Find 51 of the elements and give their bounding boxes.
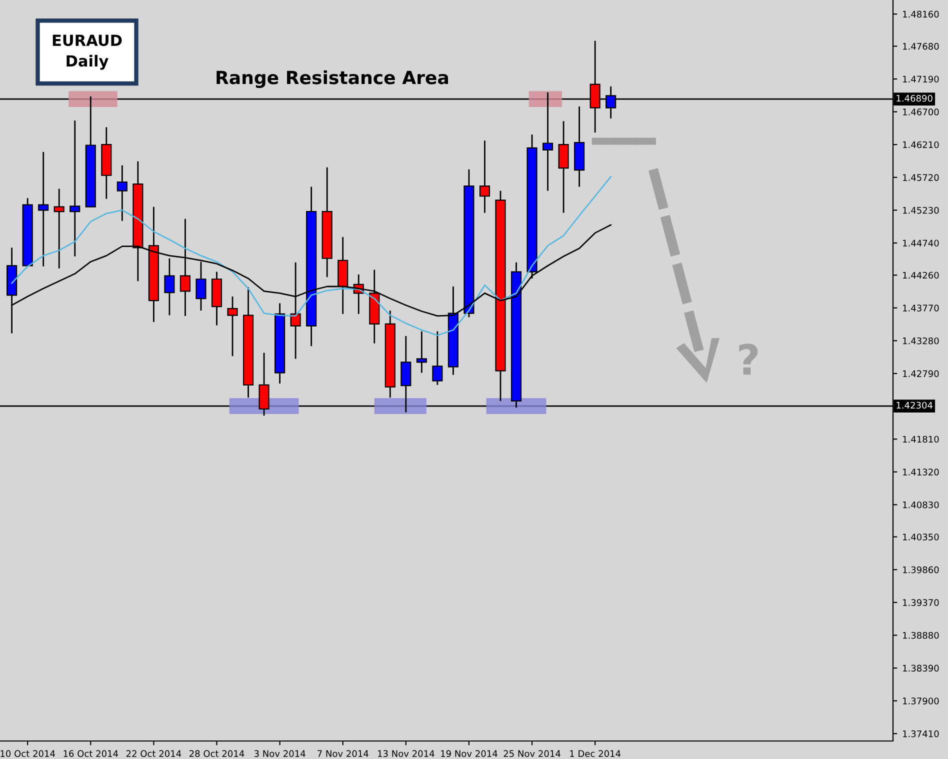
candlestick xyxy=(70,120,80,258)
y-tick-label: 1.48160 xyxy=(903,10,939,18)
y-tick-label: 1.45230 xyxy=(903,206,939,214)
candlestick xyxy=(196,261,206,312)
candlestick xyxy=(400,335,412,414)
y-tick-label: 1.40350 xyxy=(903,534,939,540)
y-tick-label: 1.47190 xyxy=(903,76,939,83)
x-tick-label: 28 Oct 2014 xyxy=(190,750,244,758)
y-tick-label: 1.43280 xyxy=(903,337,939,344)
x-tick-label: 1 Dec 2014 xyxy=(570,750,621,758)
y-tick-label: 1.45720 xyxy=(903,174,939,181)
candlestick xyxy=(479,140,490,214)
candlestick xyxy=(432,330,443,386)
ref-line-label: 1.42304 xyxy=(896,402,933,409)
y-tick-label: 1.42790 xyxy=(903,370,939,378)
x-tick-label: 13 Nov 2014 xyxy=(378,750,434,758)
x-tick-label: 3 Nov 2014 xyxy=(254,750,306,758)
y-tick-label: 1.43770 xyxy=(903,304,939,312)
text: EURAUD xyxy=(52,34,122,46)
y-tick-label: 1.47680 xyxy=(903,42,939,50)
y-tick-label: 1.41810 xyxy=(903,436,939,443)
x-tick-label: 19 Nov 2014 xyxy=(441,750,498,758)
candlestick xyxy=(54,188,64,270)
candlestick xyxy=(416,330,427,374)
x-tick-label: 16 Oct 2014 xyxy=(64,750,118,758)
candlestick xyxy=(542,92,554,192)
y-tick-label: 1.46700 xyxy=(903,108,939,116)
y-tick-label: 1.39860 xyxy=(903,566,939,574)
y-tick-label: 1.38390 xyxy=(903,664,939,672)
x-tick-label: 22 Oct 2014 xyxy=(126,750,182,758)
y-tick-label: 1.44260 xyxy=(903,272,939,279)
y-tick-label: 1.37410 xyxy=(903,730,939,738)
y-tick-label: 1.40830 xyxy=(903,501,939,508)
y-tick-label: 1.46210 xyxy=(903,141,939,148)
y-tick-label: 1.41320 xyxy=(903,468,939,476)
x-tick-label: 25 Nov 2014 xyxy=(504,750,560,758)
text: Daily xyxy=(66,54,108,70)
candlestick xyxy=(38,151,49,268)
ref-line-label: 1.46890 xyxy=(896,94,932,102)
annotation: Range Resistance Area xyxy=(216,70,448,88)
x-tick-label: 10 Oct 2014 xyxy=(0,750,55,758)
y-tick-label: 1.44740 xyxy=(903,240,939,247)
text: ? xyxy=(739,344,758,375)
x-tick-label: 7 Nov 2014 xyxy=(318,750,368,758)
y-tick-label: 1.38880 xyxy=(903,632,939,639)
candlestick xyxy=(116,164,128,222)
candlestick xyxy=(227,296,238,357)
candlestick xyxy=(164,258,175,316)
y-tick-label: 1.39370 xyxy=(903,599,939,606)
y-tick-label: 1.37900 xyxy=(903,698,939,704)
candlestick xyxy=(558,120,569,214)
